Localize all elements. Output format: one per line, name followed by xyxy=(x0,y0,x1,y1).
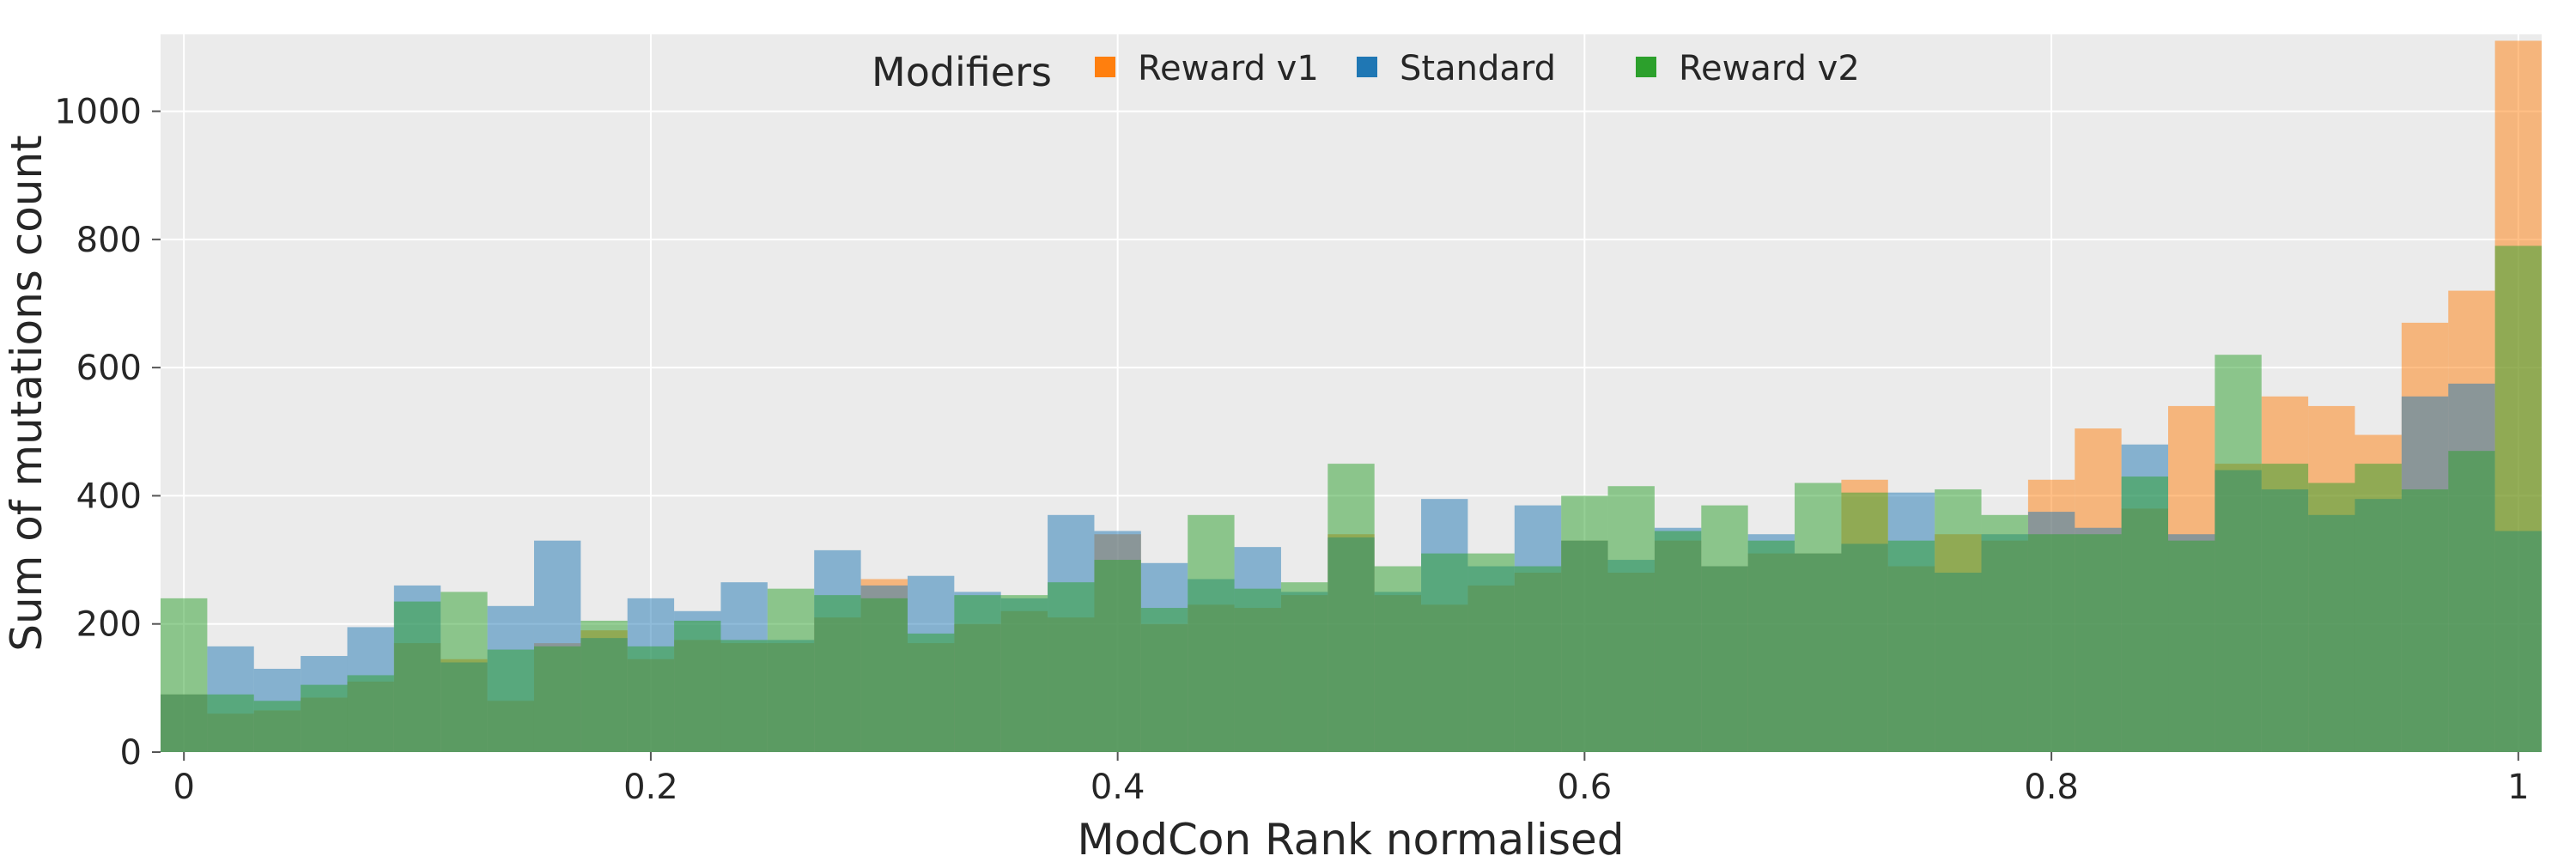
bar xyxy=(1654,531,1702,752)
y-tick-label: 400 xyxy=(76,477,142,516)
bar xyxy=(440,592,488,752)
bar xyxy=(1467,553,1515,752)
bar xyxy=(1280,582,1328,752)
bar xyxy=(580,620,628,752)
bar xyxy=(2121,477,2169,752)
bar xyxy=(674,620,721,752)
bar xyxy=(767,588,815,752)
bar xyxy=(1421,553,1468,752)
x-tick-label: 0.8 xyxy=(2024,768,2079,807)
bars-layer xyxy=(161,40,2542,753)
bar xyxy=(860,598,908,752)
bar xyxy=(1374,566,1422,752)
bar xyxy=(627,646,675,752)
bar xyxy=(1841,492,1888,752)
bar xyxy=(1981,514,2028,752)
y-axis-label: Sum of mutations count xyxy=(2,135,52,652)
legend-label: Reward v2 xyxy=(1679,49,1860,88)
bar xyxy=(1887,540,1935,752)
bar xyxy=(2494,246,2542,753)
legend-swatch xyxy=(1636,57,1656,77)
x-tick-label: 0.6 xyxy=(1558,768,1613,807)
bar xyxy=(720,640,768,752)
bar xyxy=(347,675,394,752)
y-tick-label: 1000 xyxy=(54,93,142,132)
bar xyxy=(814,595,861,752)
bar xyxy=(1000,595,1048,752)
x-tick-label: 0.4 xyxy=(1091,768,1145,807)
bar xyxy=(2401,489,2449,752)
bar xyxy=(2354,464,2402,752)
y-tick-label: 0 xyxy=(120,733,142,773)
legend-label: Standard xyxy=(1400,49,1556,88)
bar xyxy=(2027,534,2075,752)
bar xyxy=(1561,495,1608,752)
bar xyxy=(1747,540,1795,752)
bar xyxy=(1701,505,1748,752)
bar xyxy=(533,646,581,752)
bar xyxy=(2261,464,2309,752)
bar xyxy=(1935,489,1982,752)
axes-layer: 0 0.2 0.4 0.6 0.8 1 0 200 400 600 800 1000 xyxy=(54,93,2529,807)
y-tick-label: 800 xyxy=(76,221,142,260)
y-tick-label: 200 xyxy=(76,605,142,645)
bar xyxy=(1607,486,1655,752)
legend-label: Reward v1 xyxy=(1138,49,1319,88)
legend-swatch xyxy=(1357,57,1377,77)
x-tick-label: 0.2 xyxy=(623,768,678,807)
bar xyxy=(1048,582,1095,752)
y-tick-label: 600 xyxy=(76,349,142,388)
bar xyxy=(253,701,301,752)
bar xyxy=(1140,608,1188,752)
bar xyxy=(2308,483,2355,752)
bar xyxy=(2075,534,2122,752)
x-tick-label: 1 xyxy=(2507,768,2529,807)
x-tick-label: 0 xyxy=(173,768,194,807)
bar xyxy=(1795,483,1842,752)
bar xyxy=(2215,355,2262,752)
bar xyxy=(1094,560,1141,752)
bar xyxy=(161,598,208,752)
bar xyxy=(1327,464,1375,752)
bar xyxy=(1514,566,1562,752)
bar xyxy=(954,595,1001,752)
bar xyxy=(487,649,534,752)
bar xyxy=(1234,588,1281,752)
bar xyxy=(1188,514,1235,752)
series-reward-v2 xyxy=(161,246,2542,753)
legend-swatch xyxy=(1095,57,1115,77)
legend: Modifiers Reward v1 Standard Reward v2 xyxy=(872,49,1860,95)
bar xyxy=(301,684,348,752)
x-axis-label: ModCon Rank normalised xyxy=(1077,815,1624,859)
bar xyxy=(907,633,955,752)
bar xyxy=(207,694,254,752)
bar xyxy=(2168,540,2215,752)
bar xyxy=(393,601,441,752)
legend-title: Modifiers xyxy=(872,49,1052,95)
bar xyxy=(2448,451,2495,752)
